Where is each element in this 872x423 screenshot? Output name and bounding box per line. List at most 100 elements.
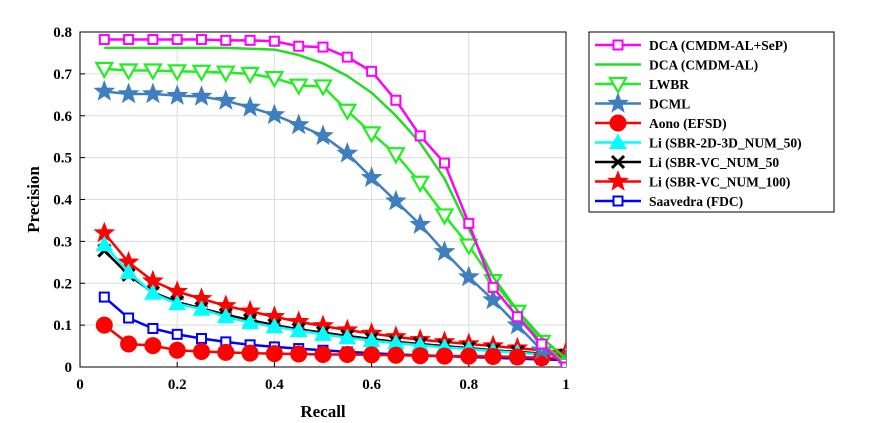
legend-label: Saavedra (FDC) (649, 194, 743, 209)
y-tick-label: 0.2 (53, 276, 72, 292)
data-point-li-sbr-2d-3d-num-50 (95, 235, 114, 252)
data-point-aono-efsd (144, 337, 162, 355)
data-point-lwbr (264, 70, 285, 89)
data-point-dcml (190, 85, 213, 106)
data-point-lwbr (240, 66, 260, 85)
legend-swatch-marker (608, 76, 628, 95)
x-axis-title: Recall (300, 402, 346, 421)
data-point-dca-cmdm-al-sep (244, 34, 256, 46)
legend-swatch-marker (612, 195, 624, 207)
data-point-aono-efsd (338, 345, 356, 363)
y-tick-label: 0.1 (53, 318, 72, 334)
x-tick-label: 1 (562, 377, 570, 393)
data-point-saavedra-fdc (196, 333, 207, 345)
y-axis-title: Precision (24, 166, 43, 233)
data-point-aono-efsd (95, 316, 113, 334)
data-point-saavedra-fdc (123, 312, 135, 324)
data-point-dca-cmdm-al-sep (123, 34, 135, 46)
data-point-aono-efsd (193, 343, 210, 361)
data-point-lwbr (191, 64, 212, 82)
data-point-dca-cmdm-al-sep (317, 41, 329, 53)
data-point-aono-efsd (508, 348, 526, 366)
data-point-dca-cmdm-al-sep (268, 35, 280, 47)
legend-label: DCML (649, 97, 690, 112)
y-tick-label: 0.3 (53, 234, 72, 250)
data-point-dcml (457, 265, 480, 287)
data-point-lwbr (410, 175, 431, 193)
data-point-dcml (263, 103, 286, 125)
legend-label: Aono (EFSD) (649, 116, 727, 131)
y-tick-label: 0.8 (53, 25, 72, 41)
data-point-dcml (214, 89, 237, 110)
data-point-dcml (287, 113, 310, 135)
data-point-li-sbr-2d-3d-num-50 (144, 284, 162, 300)
legend-label: LWBR (649, 77, 689, 92)
data-point-dca-cmdm-al-sep (511, 311, 523, 323)
series (93, 34, 566, 367)
data-point-dca-cmdm-al-sep (536, 338, 548, 350)
data-point-aono-efsd (484, 348, 502, 366)
legend-swatch-marker (610, 154, 626, 170)
data-point-aono-efsd (217, 343, 235, 361)
data-point-dca-cmdm-al-sep (220, 34, 232, 46)
x-tick-label: 0 (76, 377, 84, 393)
data-point-lwbr (288, 78, 309, 96)
data-point-dca-cmdm-al-sep (171, 34, 183, 46)
data-point-dcml (312, 124, 334, 146)
data-point-dcml (385, 189, 407, 211)
data-point-aono-efsd (290, 345, 308, 363)
data-point-aono-efsd (265, 345, 283, 363)
legend-entry-li-sbr-vc-num-50: Li (SBR-VC_NUM_50 (595, 154, 779, 170)
data-point-dcml (166, 84, 189, 105)
legend-swatch-marker (607, 170, 629, 191)
data-point-li-sbr-2d-3d-num-50 (241, 313, 259, 330)
data-point-dcml (239, 95, 261, 117)
data-point-li-sbr-2d-3d-num-50 (216, 307, 235, 324)
data-point-saavedra-fdc (147, 322, 159, 334)
data-point-dca-cmdm-al-sep (414, 130, 426, 142)
data-point-dcml (93, 80, 116, 101)
data-point-lwbr (94, 61, 115, 80)
data-point-aono-efsd (436, 347, 453, 365)
data-point-aono-efsd (120, 335, 138, 353)
data-point-li-sbr-2d-3d-num-50 (265, 317, 284, 334)
data-point-li-sbr-2d-3d-num-50 (338, 328, 357, 345)
x-tick-label: 0.2 (168, 377, 187, 393)
data-point-dca-cmdm-al-sep (147, 34, 159, 46)
data-point-lwbr (167, 64, 188, 82)
legend-swatch-marker (607, 92, 629, 113)
data-point-saavedra-fdc (98, 291, 110, 303)
data-point-aono-efsd (241, 344, 259, 362)
legend-label: Li (SBR-VC_NUM_50 (649, 155, 779, 170)
grid (80, 32, 566, 367)
legend-entry-li-sbr-2d-3d-num-50: Li (SBR-2D-3D_NUM_50) (595, 133, 802, 151)
legend-label: Li (SBR-2D-3D_NUM_50) (649, 136, 802, 151)
legend-entry-dca-cmdm-al-sep: DCA (CMDM-AL+SeP) (595, 38, 788, 53)
data-point-aono-efsd (314, 345, 332, 363)
x-tick-label: 0.4 (265, 377, 284, 393)
data-point-lwbr (458, 238, 479, 256)
y-tick-label: 0.4 (53, 193, 72, 209)
data-point-aono-efsd (411, 347, 429, 365)
legend-swatch-marker (609, 133, 627, 149)
series-line-dca-cmdm-al (104, 46, 566, 360)
legend-swatch-marker (609, 114, 627, 132)
data-point-dcml (336, 142, 359, 163)
legend-label: DCA (CMDM-AL+SeP) (649, 38, 788, 53)
data-point-li-sbr-2d-3d-num-50 (192, 300, 211, 316)
data-point-lwbr (337, 103, 358, 121)
legend-entry-li-sbr-vc-num-100: Li (SBR-VC_NUM_100) (595, 170, 790, 191)
data-point-dcml (360, 166, 383, 187)
data-point-aono-efsd (168, 341, 186, 359)
data-point-li-sbr-2d-3d-num-50 (314, 325, 332, 341)
data-point-dca-cmdm-al-sep (560, 361, 566, 367)
legend-entry-lwbr: LWBR (595, 76, 689, 95)
y-tick-label: 0.6 (53, 109, 72, 125)
data-point-dcml (409, 213, 432, 234)
data-point-lwbr (386, 147, 406, 165)
x-tick-label: 0.8 (459, 377, 478, 393)
data-point-lwbr (434, 208, 455, 226)
data-point-dca-cmdm-al-sep (390, 94, 402, 106)
data-point-dca-cmdm-al-sep (341, 51, 353, 63)
legend-entry-dca-cmdm-al: DCA (CMDM-AL) (595, 58, 758, 73)
